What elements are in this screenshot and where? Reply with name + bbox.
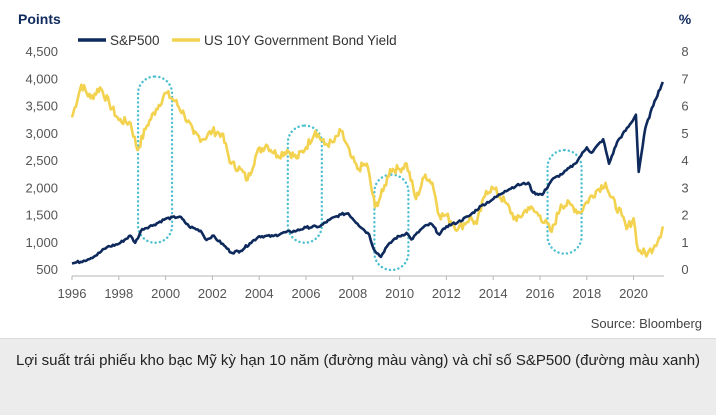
x-tick-label: 2012 xyxy=(432,286,461,301)
left-axis-title: Points xyxy=(18,11,61,27)
x-tick-label: 1998 xyxy=(104,286,133,301)
legend: S&P500 US 10Y Government Bond Yield xyxy=(78,33,397,48)
source-label: Source: Bloomberg xyxy=(591,316,702,331)
left-tick-label: 3,000 xyxy=(25,126,58,141)
highlight-ellipse xyxy=(136,75,174,244)
highlight-ellipse xyxy=(286,124,324,244)
series-group xyxy=(70,81,665,265)
x-tick-label: 1996 xyxy=(58,286,87,301)
highlight-ellipse xyxy=(546,148,583,255)
x-tick-label: 2016 xyxy=(526,286,555,301)
right-tick-label: 0 xyxy=(681,262,688,277)
right-axis-title: % xyxy=(679,11,692,27)
right-tick-label: 6 xyxy=(681,99,688,114)
right-tick-label: 1 xyxy=(681,235,688,250)
x-tick-label: 2004 xyxy=(245,286,274,301)
figure-caption: Lợi suất trái phiếu kho bạc Mỹ kỳ hạn 10… xyxy=(0,338,716,415)
left-tick-label: 2,500 xyxy=(25,153,58,168)
chart-figure: Points% 500 1,000 1,500 2,000 2,500 3,000 3,500… xyxy=(18,11,702,331)
x-tick-label: 2018 xyxy=(572,286,601,301)
right-tick-label: 3 xyxy=(681,180,688,195)
left-tick-label: 4,000 xyxy=(25,71,58,86)
x-tick-label: 2014 xyxy=(479,286,508,301)
left-tick-label: 2,000 xyxy=(25,180,58,195)
right-tick-label: 7 xyxy=(681,71,688,86)
caption-text: Lợi suất trái phiếu kho bạc Mỹ kỳ hạn 10… xyxy=(15,352,701,369)
left-tick-label: 3,500 xyxy=(25,99,58,114)
highlight-ellipses xyxy=(136,75,583,272)
axes-group: Points % 500 1,000 1,500 2,000 2,500 3,000 3,500… xyxy=(18,11,702,331)
legend-label-bond-yield: US 10Y Government Bond Yield xyxy=(204,33,397,48)
highlight-ellipse xyxy=(373,173,410,272)
right-tick-label: 8 xyxy=(681,44,688,59)
right-tick-label: 2 xyxy=(681,208,688,223)
x-tick-label: 2000 xyxy=(151,286,180,301)
x-tick-label: 2002 xyxy=(198,286,227,301)
x-tick-label: 2010 xyxy=(385,286,414,301)
right-tick-label: 4 xyxy=(681,153,688,168)
left-tick-label: 1,500 xyxy=(25,208,58,223)
right-tick-label: 5 xyxy=(681,126,688,141)
x-tick-label: 2008 xyxy=(338,286,367,301)
x-tick-label: 2006 xyxy=(292,286,321,301)
left-tick-label: 1,000 xyxy=(25,235,58,250)
left-tick-label: 500 xyxy=(36,262,58,277)
series-line-bond-yield xyxy=(70,83,665,258)
x-tick-label: 2020 xyxy=(619,286,648,301)
left-tick-label: 4,500 xyxy=(25,44,58,59)
legend-label-sp500: S&P500 xyxy=(110,33,160,48)
series-line-sp500 xyxy=(71,81,665,265)
chart-svg: Points % 500 1,000 1,500 2,000 2,500 3,000 3,500… xyxy=(18,11,702,331)
